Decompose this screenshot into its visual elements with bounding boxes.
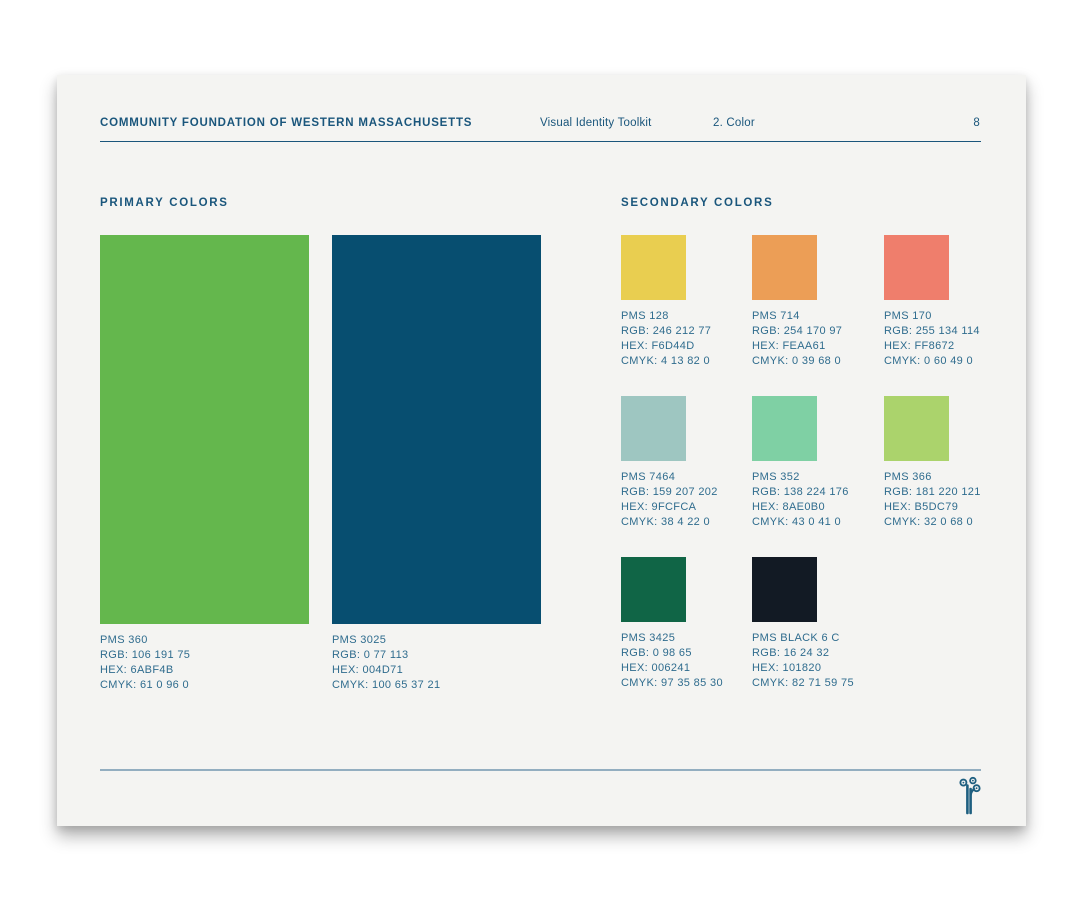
color-swatch	[884, 396, 949, 461]
rgb-value: RGB: 255 134 114	[884, 325, 980, 337]
document-page: COMMUNITY FOUNDATION OF WESTERN MASSACHU…	[57, 75, 1026, 826]
secondary-color-card-pms170: PMS 170 RGB: 255 134 114 HEX: FF8672 CMY…	[884, 235, 1015, 369]
pms-label: PMS 714	[752, 310, 800, 322]
cmyk-value: CMYK: 4 13 82 0	[621, 355, 711, 367]
page-number: 8	[973, 117, 980, 129]
rgb-value: RGB: 0 98 65	[621, 647, 692, 659]
rgb-value: RGB: 16 24 32	[752, 647, 830, 659]
rgb-value: RGB: 106 191 75	[100, 649, 191, 661]
pms-label: PMS 360	[100, 634, 148, 646]
color-info: PMS 3025 RGB: 0 77 113 HEX: 004D71 CMYK:…	[332, 633, 541, 693]
color-info: PMS 7464 RGB: 159 207 202 HEX: 9FCFCA CM…	[621, 470, 752, 530]
cmyk-value: CMYK: 0 39 68 0	[752, 355, 842, 367]
hex-value: HEX: 8AE0B0	[752, 501, 825, 513]
hex-value: HEX: B5DC79	[884, 501, 959, 513]
secondary-color-card-pms366: PMS 366 RGB: 181 220 121 HEX: B5DC79 CMY…	[884, 396, 1015, 530]
cmyk-value: CMYK: 82 71 59 75	[752, 677, 854, 689]
hex-value: HEX: FF8672	[884, 340, 955, 352]
footer-divider	[100, 769, 981, 771]
color-info: PMS 366 RGB: 181 220 121 HEX: B5DC79 CMY…	[884, 470, 1015, 530]
secondary-color-card-pms7464: PMS 7464 RGB: 159 207 202 HEX: 9FCFCA CM…	[621, 396, 752, 530]
hex-value: HEX: 101820	[752, 662, 822, 674]
rgb-value: RGB: 159 207 202	[621, 486, 718, 498]
cmyk-value: CMYK: 97 35 85 30	[621, 677, 723, 689]
color-swatch	[100, 235, 309, 624]
brand-title: COMMUNITY FOUNDATION OF WESTERN MASSACHU…	[100, 117, 473, 129]
secondary-color-card-pms714: PMS 714 RGB: 254 170 97 HEX: FEAA61 CMYK…	[752, 235, 883, 369]
color-info: PMS 128 RGB: 246 212 77 HEX: F6D44D CMYK…	[621, 309, 752, 369]
color-swatch	[752, 557, 817, 622]
primary-color-card-pms360: PMS 360 RGB: 106 191 75 HEX: 6ABF4B CMYK…	[100, 235, 309, 693]
color-swatch	[752, 235, 817, 300]
hex-value: HEX: F6D44D	[621, 340, 695, 352]
pms-label: PMS 366	[884, 471, 932, 483]
color-swatch	[621, 235, 686, 300]
color-swatch	[752, 396, 817, 461]
hex-value: HEX: 6ABF4B	[100, 664, 174, 676]
color-info: PMS 714 RGB: 254 170 97 HEX: FEAA61 CMYK…	[752, 309, 883, 369]
rgb-value: RGB: 181 220 121	[884, 486, 981, 498]
cmyk-value: CMYK: 32 0 68 0	[884, 516, 974, 528]
rgb-value: RGB: 0 77 113	[332, 649, 409, 661]
color-swatch	[884, 235, 949, 300]
color-swatch	[621, 396, 686, 461]
color-info: PMS 170 RGB: 255 134 114 HEX: FF8672 CMY…	[884, 309, 1015, 369]
hex-value: HEX: 006241	[621, 662, 691, 674]
secondary-colors-heading: SECONDARY COLORS	[621, 197, 774, 209]
cmyk-value: CMYK: 38 4 22 0	[621, 516, 711, 528]
cmyk-value: CMYK: 61 0 96 0	[100, 679, 190, 691]
color-swatch	[332, 235, 541, 624]
pms-label: PMS 128	[621, 310, 669, 322]
rgb-value: RGB: 246 212 77	[621, 325, 712, 337]
page-header: COMMUNITY FOUNDATION OF WESTERN MASSACHU…	[100, 116, 981, 142]
rgb-value: RGB: 138 224 176	[752, 486, 849, 498]
primary-color-card-pms3025: PMS 3025 RGB: 0 77 113 HEX: 004D71 CMYK:…	[332, 235, 541, 693]
hex-value: HEX: FEAA61	[752, 340, 826, 352]
section-label: 2. Color	[713, 117, 755, 129]
secondary-color-card-pms3425: PMS 3425 RGB: 0 98 65 HEX: 006241 CMYK: …	[621, 557, 752, 691]
secondary-color-card-pms128: PMS 128 RGB: 246 212 77 HEX: F6D44D CMYK…	[621, 235, 752, 369]
cmyk-value: CMYK: 43 0 41 0	[752, 516, 842, 528]
pms-label: PMS 3425	[621, 632, 676, 644]
color-info: PMS 360 RGB: 106 191 75 HEX: 6ABF4B CMYK…	[100, 633, 309, 693]
pms-label: PMS 7464	[621, 471, 676, 483]
pms-label: PMS 352	[752, 471, 800, 483]
toolkit-title: Visual Identity Toolkit	[540, 117, 652, 129]
pms-label: PMS 170	[884, 310, 932, 322]
fern-fiddlehead-logo-icon	[959, 776, 981, 815]
color-info: PMS 3425 RGB: 0 98 65 HEX: 006241 CMYK: …	[621, 631, 752, 691]
color-swatch	[621, 557, 686, 622]
color-info: PMS BLACK 6 C RGB: 16 24 32 HEX: 101820 …	[752, 631, 883, 691]
hex-value: HEX: 004D71	[332, 664, 404, 676]
cmyk-value: CMYK: 100 65 37 21	[332, 679, 441, 691]
hex-value: HEX: 9FCFCA	[621, 501, 697, 513]
pms-label: PMS 3025	[332, 634, 387, 646]
cmyk-value: CMYK: 0 60 49 0	[884, 355, 974, 367]
secondary-color-card-pms352: PMS 352 RGB: 138 224 176 HEX: 8AE0B0 CMY…	[752, 396, 883, 530]
pms-label: PMS BLACK 6 C	[752, 632, 840, 644]
secondary-color-card-pmsblack6c: PMS BLACK 6 C RGB: 16 24 32 HEX: 101820 …	[752, 557, 883, 691]
color-info: PMS 352 RGB: 138 224 176 HEX: 8AE0B0 CMY…	[752, 470, 883, 530]
primary-colors-heading: PRIMARY COLORS	[100, 197, 229, 209]
rgb-value: RGB: 254 170 97	[752, 325, 843, 337]
